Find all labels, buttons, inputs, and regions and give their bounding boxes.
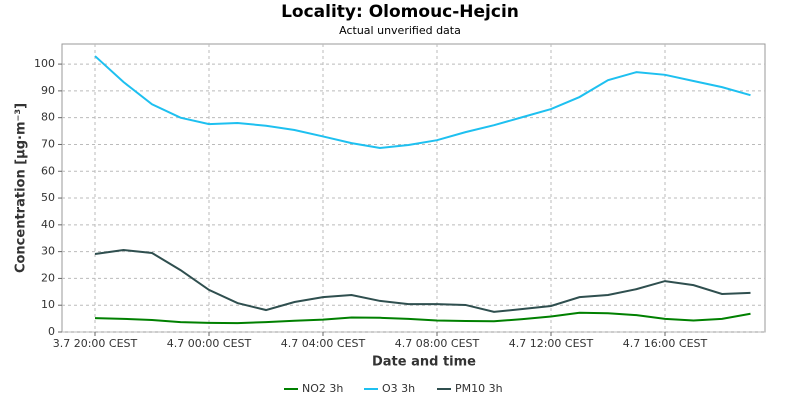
y-tick-label: 60 — [41, 164, 55, 177]
y-tick-label: 80 — [41, 111, 55, 124]
y-tick-label: 10 — [41, 298, 55, 311]
x-tick-label: 4.7 04:00 CEST — [281, 337, 366, 350]
series-line — [94, 311, 751, 325]
y-axis-label: Concentration [µg·m⁻³] — [14, 103, 29, 273]
chart-subtitle: Actual unverified data — [339, 24, 461, 37]
y-tick-label: 0 — [48, 325, 55, 338]
x-tick-label: 4.7 08:00 CEST — [395, 337, 480, 350]
y-tick-label: 70 — [41, 137, 55, 150]
legend-label: NO2 3h — [302, 382, 343, 395]
y-tick-label: 50 — [41, 191, 55, 204]
series-line — [94, 249, 751, 313]
y-tick-label: 90 — [41, 84, 55, 97]
legend-label: O3 3h — [382, 382, 415, 395]
series-line — [94, 55, 751, 149]
y-tick-label: 20 — [41, 271, 55, 284]
x-tick-label: 4.7 00:00 CEST — [167, 337, 252, 350]
x-tick-label: 4.7 12:00 CEST — [509, 337, 594, 350]
y-tick-label: 100 — [34, 57, 55, 70]
x-tick-label: 3.7 20:00 CEST — [53, 337, 138, 350]
plot-area — [61, 43, 766, 333]
x-axis-label: Date and time — [372, 355, 476, 370]
y-tick-label: 30 — [41, 245, 55, 258]
legend-label: PM10 3h — [455, 382, 503, 395]
chart-title: Locality: Olomouc-Hejcin — [281, 2, 519, 22]
x-tick-label: 4.7 16:00 CEST — [623, 337, 708, 350]
y-tick-label: 40 — [41, 218, 55, 231]
